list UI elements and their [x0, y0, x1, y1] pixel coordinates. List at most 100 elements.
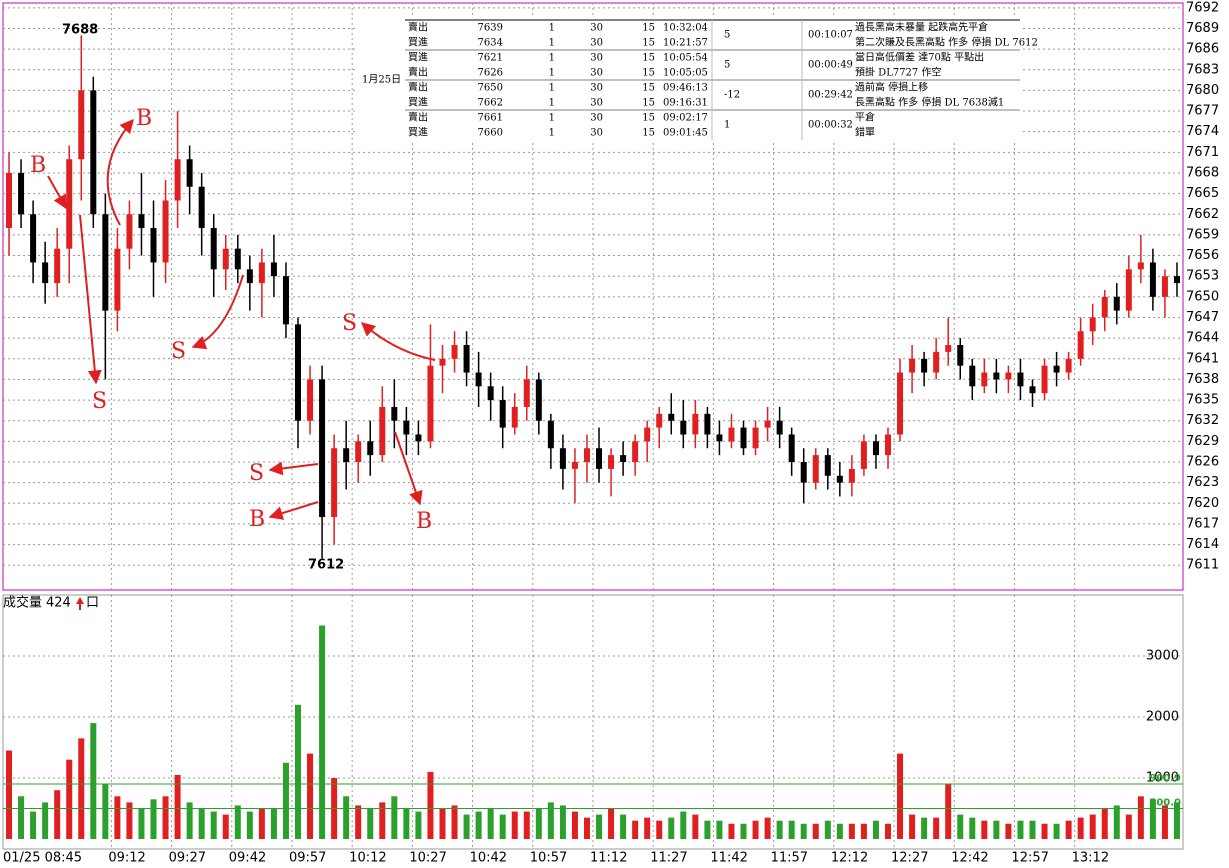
table-duration: 00:10:07	[808, 30, 853, 41]
volume-bar	[150, 799, 157, 839]
candle-body	[547, 420, 554, 449]
volume-bar	[210, 811, 217, 839]
volume-bar	[740, 823, 747, 839]
candle-body	[174, 159, 181, 201]
candle-body	[836, 475, 843, 483]
candle-body	[126, 214, 133, 249]
table-cell: 30	[590, 83, 603, 94]
volume-bar	[295, 704, 301, 839]
candle-body	[644, 427, 651, 442]
volume-bar	[90, 723, 97, 839]
candle-body	[138, 214, 145, 229]
candle-body	[933, 351, 940, 373]
candle-body	[535, 379, 542, 421]
table-note: 平倉	[855, 111, 875, 124]
table-cell: 30	[590, 38, 603, 49]
table-cell: 10:05:05	[663, 68, 708, 79]
volume-bar	[872, 820, 879, 839]
volume-bar	[439, 808, 446, 839]
candle-body	[30, 214, 37, 263]
table-cell: 賣出	[408, 21, 428, 34]
volume-bar	[656, 820, 663, 839]
volume-bar	[909, 814, 916, 839]
volume-bar	[885, 823, 891, 839]
arrow	[268, 501, 319, 520]
volume-bar	[559, 805, 566, 839]
candle-body	[860, 441, 867, 469]
volume-bar	[198, 808, 205, 839]
y-tick-label: 2000	[1146, 710, 1179, 725]
candle-body	[439, 358, 446, 366]
candle-body	[620, 455, 627, 463]
table-cell: 7639	[478, 23, 503, 34]
candle-body	[1029, 386, 1036, 394]
volume-bar	[547, 802, 554, 839]
table-duration: 00:00:49	[808, 60, 853, 71]
candle-body	[812, 455, 819, 483]
volume-bar	[222, 814, 229, 839]
table-cell: 30	[590, 113, 603, 124]
volume-bar	[933, 817, 940, 839]
y-tick-label: 7659	[1186, 227, 1219, 242]
volume-bar	[391, 796, 398, 839]
volume-bar	[270, 808, 277, 839]
volume-bar	[945, 784, 952, 839]
candle-body	[379, 406, 386, 456]
table-cell: 7661	[478, 113, 503, 124]
table-cell: 30	[590, 53, 603, 64]
candle-body	[608, 455, 615, 469]
table-cell: 30	[590, 98, 603, 109]
volume-bar	[1137, 796, 1144, 839]
volume-bar	[1113, 805, 1120, 839]
annotation: S	[92, 389, 107, 414]
candle-body	[355, 441, 362, 463]
table-note: 第二次賺及長黑高點 作多 停損 DL 7612	[855, 36, 1038, 49]
candle-body	[270, 262, 277, 277]
x-tick-label: 10:27	[409, 851, 446, 866]
y-tick-label: 7632	[1186, 413, 1219, 428]
volume-bar	[692, 814, 699, 839]
candle-body	[752, 427, 759, 449]
candle-body	[499, 400, 506, 428]
table-cell: 15	[642, 68, 655, 79]
candle-body	[656, 413, 663, 428]
candle-body	[1149, 262, 1156, 297]
candle-body	[740, 427, 747, 449]
table-duration: 00:29:42	[808, 90, 853, 101]
volume-bar	[668, 817, 675, 839]
volume-bar	[138, 808, 145, 839]
candle-body	[1137, 262, 1144, 270]
candle-body	[102, 214, 109, 311]
y-tick-label: 7638	[1186, 372, 1219, 387]
candle-body	[1017, 372, 1024, 387]
candle-body	[307, 379, 314, 421]
volume-bar	[355, 805, 362, 839]
x-tick-label: 10:42	[470, 851, 507, 866]
x-tick-label: 11:27	[650, 851, 687, 866]
candle-body	[319, 379, 326, 518]
arrow	[47, 175, 67, 210]
candle-body	[210, 228, 217, 270]
candle-body	[1005, 372, 1012, 380]
y-tick-label: 1000	[1146, 771, 1179, 786]
table-date: 1月25日	[362, 74, 401, 86]
volume-bar	[752, 820, 759, 839]
volume-bar	[367, 808, 374, 839]
volume-bar	[403, 808, 410, 839]
table-cell: 7660	[478, 128, 503, 139]
y-tick-label: 7650	[1186, 289, 1219, 304]
y-tick-label: 7644	[1186, 331, 1219, 346]
volume-bar	[186, 802, 193, 839]
candle-body	[596, 448, 603, 469]
volume-bar	[174, 774, 181, 839]
candle-body	[18, 172, 25, 215]
volume-bar	[475, 811, 482, 839]
table-cell: 09:16:31	[663, 98, 708, 109]
candle-body	[583, 448, 590, 463]
candle-body	[969, 365, 976, 387]
x-tick-label: 12:27	[891, 851, 928, 866]
candle-body	[668, 413, 675, 421]
y-tick-label: 3000	[1146, 649, 1179, 664]
candle-body	[788, 434, 795, 463]
